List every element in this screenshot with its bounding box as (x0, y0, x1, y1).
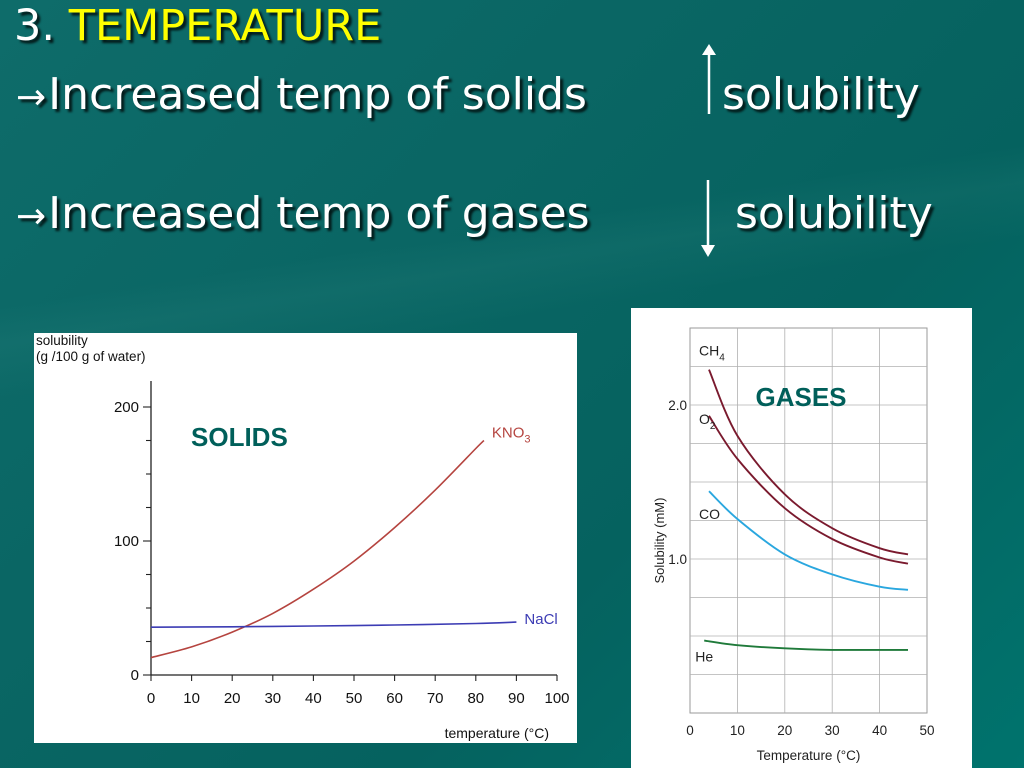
gases-series-label: He (695, 649, 713, 665)
solids-x-tick-label: 100 (544, 690, 569, 707)
down-arrow-icon (701, 180, 715, 257)
bullet-gases-text: Increased temp of gases (48, 188, 590, 239)
gases-xlabel: Temperature (°C) (757, 748, 861, 763)
gases-x-tick-label: 50 (919, 723, 934, 738)
right-arrow-icon: → (16, 196, 47, 237)
gases-result: solubility (735, 188, 933, 239)
solids-xlabel: temperature (°C) (445, 725, 549, 741)
solids-series-line (150, 439, 485, 659)
gases-series-line (708, 490, 909, 591)
gases-x-tick-label: 0 (686, 723, 694, 738)
up-arrow-icon (702, 44, 716, 114)
gases-series-line (704, 639, 908, 651)
solids-x-tick-label: 80 (467, 690, 484, 707)
solids-y-tick-label: 0 (131, 667, 139, 684)
gases-series-line (708, 415, 909, 565)
gases-series-label: O2 (699, 411, 716, 432)
solids-ylabel-line1: solubility (36, 333, 88, 348)
solids-x-tick-label: 50 (346, 690, 363, 707)
gases-x-tick-label: 30 (825, 723, 840, 738)
bullet-solids: →Increased temp of solids (16, 73, 587, 117)
solids-x-tick-label: 90 (508, 690, 525, 707)
solids-y-tick-label: 200 (114, 399, 139, 416)
solids-series-label: NaCl (524, 611, 557, 628)
gases-y-tick-label: 1.0 (668, 552, 687, 567)
gases-chart-label: GASES (755, 382, 846, 412)
title-number: 3. (14, 1, 56, 51)
solids-series-label: KNO3 (492, 425, 531, 446)
solids-y-tick-label: 100 (114, 533, 139, 550)
solids-result: solubility (722, 69, 920, 120)
gases-x-tick-label: 20 (777, 723, 792, 738)
solids-x-tick-label: 10 (183, 690, 200, 707)
solids-ylabel-line2: (g /100 g of water) (36, 349, 146, 364)
solids-x-tick-label: 30 (264, 690, 281, 707)
solids-x-tick-label: 20 (224, 690, 241, 707)
solids-x-tick-label: 40 (305, 690, 322, 707)
gases-series-label: CH4 (699, 343, 725, 364)
gases-series-label: CO (699, 506, 720, 522)
solids-chart: solubility(g /100 g of water) 0 100 200 0 10 2… (36, 333, 570, 741)
bullet-solids-text: Increased temp of solids (48, 69, 587, 120)
gases-chart: 0 10 20 30 40 50 1.0 2.0 Temperature (°C) Solubil… (652, 327, 935, 763)
solids-chart-panel: solubility (g /100 g of water) 0 100 200 0 10 2… (34, 333, 577, 743)
gases-x-tick-label: 10 (730, 723, 745, 738)
solids-x-tick-label: 0 (147, 690, 155, 707)
right-arrow-icon: → (16, 77, 47, 118)
gases-x-tick-label: 40 (872, 723, 887, 738)
gases-y-tick-label: 2.0 (668, 398, 687, 413)
solids-chart-label: SOLIDS (191, 422, 288, 452)
gases-ylabel: Solubility (mM) (652, 498, 667, 584)
bullet-gases: →Increased temp of gases (16, 192, 590, 236)
title-word: TEMPERATURE (68, 1, 382, 51)
solids-x-tick-label: 70 (427, 690, 444, 707)
gases-chart-panel: 0 10 20 30 40 50 1.0 2.0 Temperature (°C) Solubil… (631, 308, 972, 768)
solids-series-line (150, 621, 517, 628)
gases-series-line (708, 369, 909, 556)
slide-title: 3. TEMPERATURE (14, 5, 381, 48)
solids-x-tick-label: 60 (386, 690, 403, 707)
